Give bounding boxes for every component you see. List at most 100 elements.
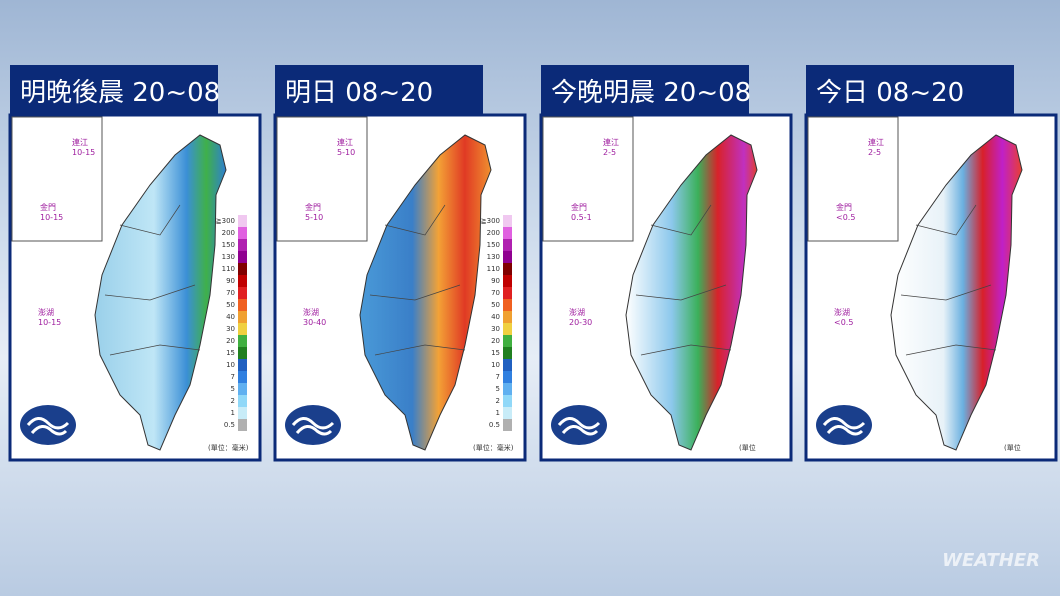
legend-label: 2 [496, 397, 500, 405]
legend-swatch [503, 419, 512, 431]
legend-label: 5 [231, 385, 235, 393]
logo-mark [822, 417, 866, 436]
legend-label: 130 [487, 253, 500, 261]
legend-label: 20 [491, 337, 500, 345]
legend-label: 0.5 [489, 421, 500, 429]
unit-label: (單位：毫米) [208, 443, 249, 452]
legend-swatch [238, 323, 247, 335]
inset-name: 金門 [836, 202, 852, 212]
legend-label: 30 [226, 325, 235, 333]
inset-name: 澎湖 [38, 307, 54, 317]
legend-swatch [238, 311, 247, 323]
legend-swatch [238, 287, 247, 299]
inset-range: 2-5 [868, 148, 881, 157]
legend-swatch [238, 407, 247, 419]
county-lines [369, 204, 466, 356]
legend-swatch [238, 395, 247, 407]
legend-swatch [503, 407, 512, 419]
legend-swatch [238, 299, 247, 311]
taiwan-shape [94, 134, 227, 451]
legend-label: 5 [496, 385, 500, 393]
legend-swatch [503, 323, 512, 335]
legend-swatch [503, 383, 512, 395]
county-lines [104, 204, 201, 356]
legend-swatch [503, 263, 512, 275]
legend-label: 20 [226, 337, 235, 345]
legend-swatch [503, 251, 512, 263]
inset-name: 連江 [337, 137, 353, 147]
inset-name: 澎湖 [569, 307, 585, 317]
inset-range: <0.5 [836, 213, 855, 222]
legend-label: 15 [491, 349, 500, 357]
logo-mark [557, 417, 601, 436]
title-box [806, 65, 1014, 115]
unit-label: (單位 [739, 443, 756, 452]
legend-label: 10 [491, 361, 500, 369]
legend-label: 110 [487, 265, 500, 273]
inset-name: 澎湖 [303, 307, 319, 317]
panel-title: 明晚後晨 20~08 [20, 78, 220, 108]
panel: 明晚後晨 20~08連江10-15金門10-15澎湖10-15(單位：毫米)≧3… [8, 65, 262, 462]
legend-swatch [503, 275, 512, 287]
inset-range: 30-40 [303, 318, 326, 327]
inset-frame [542, 116, 634, 242]
legend-label: 7 [231, 373, 235, 381]
inset-name: 金門 [571, 202, 587, 212]
inset-frame [11, 116, 103, 242]
legend-label: 130 [222, 253, 235, 261]
legend-swatch [503, 347, 512, 359]
inset-name: 金門 [305, 202, 321, 212]
legend-label: ≧300 [216, 217, 235, 225]
legend-label: 40 [226, 313, 235, 321]
county-lines [900, 204, 997, 356]
county-lines [635, 204, 732, 356]
legend-swatch [238, 419, 247, 431]
legend-swatch [503, 371, 512, 383]
inset-range: 20-30 [569, 318, 592, 327]
panel: 明日 08~20連江5-10金門5-10澎湖30-40(單位：毫米)≧30020… [273, 65, 527, 462]
legend-label: 200 [487, 229, 500, 237]
map: 連江10-15金門10-15澎湖10-15(單位：毫米)≧30020015013… [11, 116, 249, 452]
inset-name: 澎湖 [834, 307, 850, 317]
legend-label: 1 [496, 409, 500, 417]
inset-range: 10-15 [40, 213, 63, 222]
legend-label: 200 [222, 229, 235, 237]
taiwan-shape [890, 134, 1023, 451]
legend-swatch [238, 263, 247, 275]
watermark: WEATHER [942, 550, 1040, 571]
legend-swatch [238, 347, 247, 359]
legend-swatch [238, 335, 247, 347]
legend-label: 50 [491, 301, 500, 309]
inset-frame [807, 116, 899, 242]
legend-swatch [238, 227, 247, 239]
inset-range: 5-10 [305, 213, 323, 222]
legend-label: 30 [491, 325, 500, 333]
legend-label: 7 [496, 373, 500, 381]
inset-name: 金門 [40, 202, 56, 212]
title-box [10, 65, 218, 115]
title-box [541, 65, 749, 115]
logo-mark [291, 417, 335, 436]
legend-swatch [503, 299, 512, 311]
legend-swatch [503, 227, 512, 239]
legend-swatch [503, 215, 512, 227]
legend-label: 15 [226, 349, 235, 357]
unit-label: (單位 [1004, 443, 1021, 452]
legend-swatch [503, 395, 512, 407]
inset-name: 連江 [603, 137, 619, 147]
legend-label: 70 [491, 289, 500, 297]
inset-range: 10-15 [38, 318, 61, 327]
legend-label: 2 [231, 397, 235, 405]
taiwan-shape [625, 134, 758, 451]
inset-range: 10-15 [72, 148, 95, 157]
legend-swatch [238, 239, 247, 251]
legend-swatch [503, 359, 512, 371]
logo-mark [26, 417, 70, 436]
panel-title: 今晚明晨 20~08 [551, 78, 751, 108]
legend-label: 0.5 [224, 421, 235, 429]
